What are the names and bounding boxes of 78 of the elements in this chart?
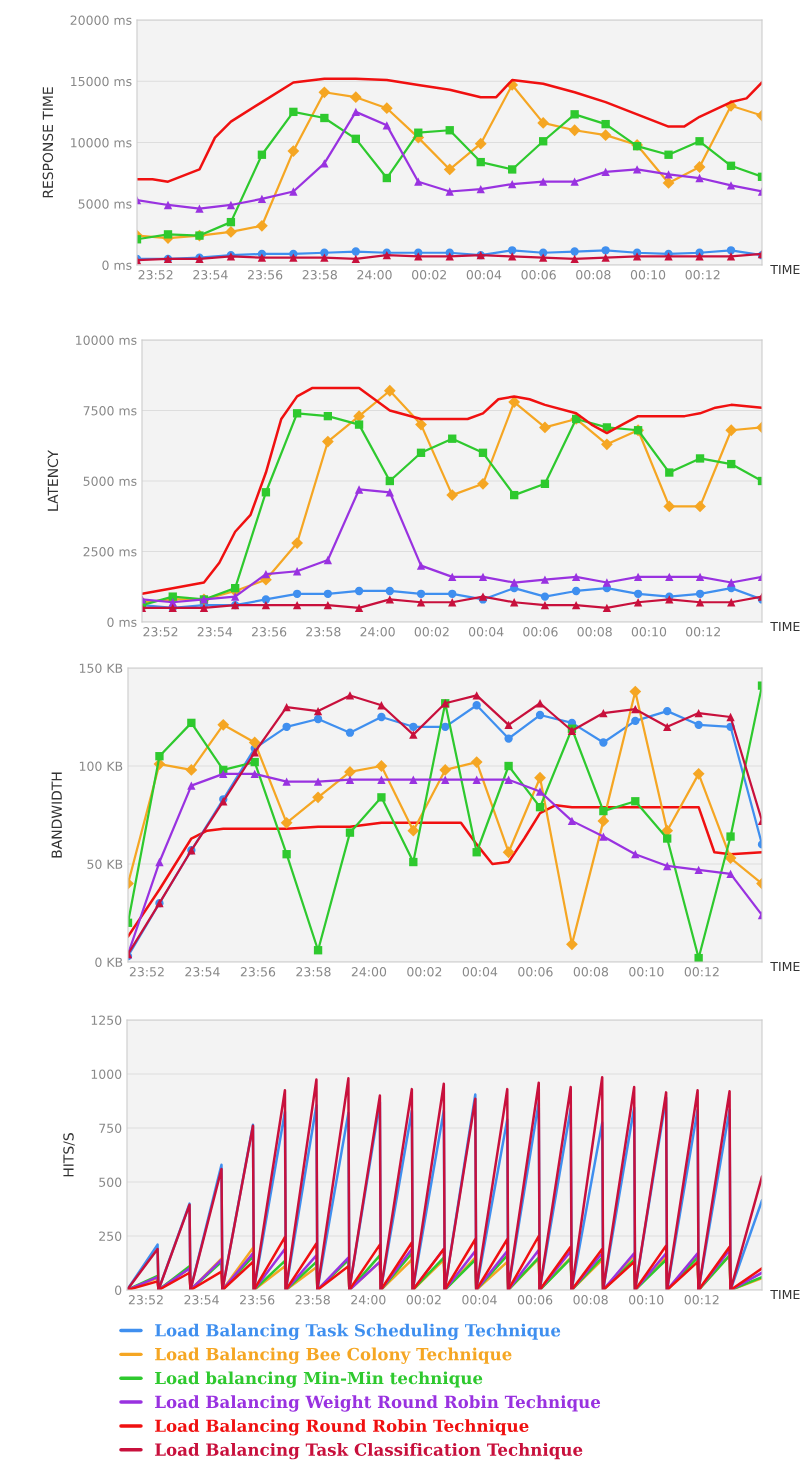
y-tick-label: 500 (99, 1177, 122, 1187)
y-tick-label: 5000 ms (83, 476, 137, 486)
x-tick-label: 00:12 (686, 627, 720, 637)
x-tick-label: 00:10 (629, 1295, 664, 1305)
x-tick-label: 00:04 (462, 1295, 497, 1305)
x-tick-label: 23:54 (184, 1295, 219, 1305)
legend-label: Load Balancing Task Classification Technique (155, 1443, 583, 1460)
x-tick-label: 00:06 (518, 967, 553, 977)
y-tick-label: 0 KB (95, 957, 123, 967)
x-tick-label: 23:56 (251, 627, 287, 637)
x-axis-title: TIME (770, 961, 800, 971)
x-tick-label: 00:12 (684, 967, 719, 977)
x-tick-label: 23:52 (143, 627, 178, 637)
legend-label: Load Balancing Task Scheduling Technique (155, 1323, 561, 1341)
y-tick-label: 15000 ms (71, 76, 132, 87)
y-tick-label: 0 ms (102, 260, 132, 270)
x-tick-label: 24:00 (360, 627, 395, 637)
x-tick-label: 23:54 (185, 967, 220, 977)
x-tick-label: 00:02 (407, 967, 442, 977)
x-tick-label: 00:04 (462, 967, 498, 977)
x-tick-label: 00:06 (523, 627, 558, 637)
y-axis-title: BANDWIDTH (51, 772, 62, 858)
y-tick-label: 1250 (91, 1015, 122, 1025)
x-tick-label: 24:00 (357, 270, 392, 280)
x-tick-label: 00:08 (573, 967, 609, 977)
y-tick-label: 5000 ms (78, 199, 132, 209)
x-tick-label: 00:10 (629, 967, 664, 977)
x-tick-label: 00:04 (468, 627, 504, 637)
x-axis-title: TIME (770, 1289, 800, 1299)
x-tick-label: 23:58 (306, 627, 341, 637)
y-tick-label: 0 (115, 1285, 122, 1295)
y-axis-title: RESPONSE TIME (42, 87, 54, 198)
x-tick-label: 00:06 (517, 1295, 553, 1305)
y-tick-label: 0 ms (107, 617, 137, 627)
x-tick-label: 23:58 (295, 1295, 330, 1305)
legend-label: Load Balancing Weight Round Robin Technique (155, 1395, 601, 1412)
x-tick-label: 00:06 (521, 270, 556, 280)
y-tick-label: 2500 ms (83, 546, 137, 557)
x-tick-label: 00:02 (406, 1295, 441, 1305)
y-tick-label: 7500 ms (83, 405, 137, 416)
y-tick-label: 10000 ms (76, 335, 137, 345)
x-tick-label: 24:00 (351, 1295, 386, 1305)
x-axis-title: TIME (770, 621, 800, 631)
x-tick-label: 00:08 (573, 1295, 608, 1305)
y-axis-title: HITS/S (63, 1133, 75, 1177)
y-tick-label: 150 KB (79, 663, 123, 673)
x-tick-label: 00:04 (466, 270, 502, 280)
legend-label: Load balancing Min-Min technique (155, 1371, 483, 1388)
legend-label: Load Balancing Bee Colony Technique (155, 1347, 512, 1364)
x-tick-label: 00:10 (631, 627, 667, 637)
y-axis-title: LATENCY (47, 449, 59, 511)
x-tick-label: 23:56 (240, 967, 276, 977)
y-tick-label: 750 (99, 1123, 122, 1133)
x-tick-label: 23:52 (128, 1295, 163, 1305)
x-tick-label: 23:56 (240, 1295, 275, 1305)
x-axis-title: TIME (770, 264, 800, 274)
x-tick-label: 24:00 (351, 967, 387, 977)
x-tick-label: 00:02 (414, 627, 449, 637)
y-tick-label: 20000 ms (70, 15, 132, 25)
x-tick-label: 00:02 (412, 270, 446, 280)
x-tick-label: 23:58 (296, 967, 331, 977)
x-tick-label: 23:56 (248, 270, 283, 280)
x-tick-label: 23:52 (138, 270, 173, 280)
x-tick-label: 23:58 (302, 270, 337, 280)
x-tick-label: 00:12 (685, 270, 720, 280)
x-tick-label: 23:52 (129, 967, 164, 977)
x-tick-label: 23:54 (197, 627, 233, 637)
x-tick-label: 00:10 (630, 270, 666, 280)
y-tick-label: 100 KB (79, 761, 123, 771)
legend-label: Load Balancing Round Robin Technique (155, 1419, 529, 1436)
x-tick-label: 00:08 (577, 627, 612, 637)
x-tick-label: 23:54 (193, 270, 228, 280)
y-tick-label: 50 KB (87, 859, 123, 869)
y-tick-label: 10000 ms (71, 137, 132, 148)
y-tick-label: 1000 (91, 1069, 122, 1079)
y-tick-label: 250 (99, 1231, 122, 1241)
x-tick-label: 00:08 (576, 270, 611, 280)
x-tick-label: 00:12 (684, 1295, 719, 1305)
